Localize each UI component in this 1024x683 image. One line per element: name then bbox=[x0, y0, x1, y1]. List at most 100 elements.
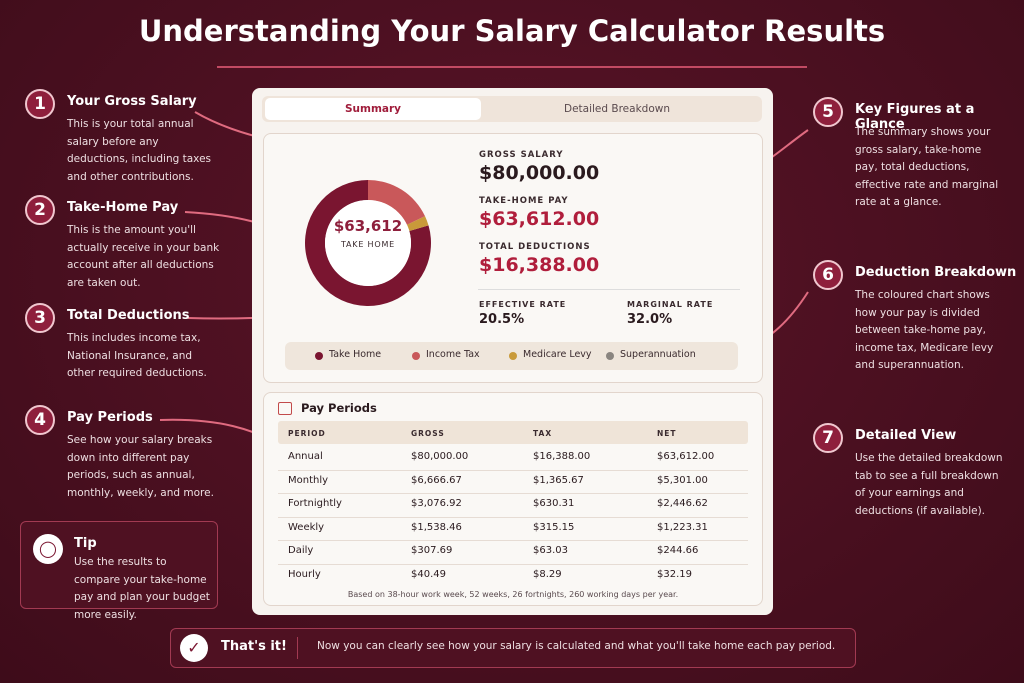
figure-label: TAKE-HOME PAY bbox=[479, 196, 569, 206]
table-cell: $244.66 bbox=[657, 545, 699, 556]
footer-text: Now you can clearly see how your salary … bbox=[317, 640, 836, 652]
step-number: 6 bbox=[813, 260, 843, 290]
figure-label: TOTAL DEDUCTIONS bbox=[479, 242, 591, 252]
table-cell: $32.19 bbox=[657, 568, 692, 580]
calculator-card: Summary Detailed Breakdown $63,612 TAKE … bbox=[252, 88, 773, 615]
table-cell: $2,446.62 bbox=[657, 498, 708, 509]
donut-slice bbox=[368, 180, 426, 225]
legend-swatch bbox=[509, 352, 517, 360]
rate-label: EFFECTIVE RATE bbox=[479, 300, 567, 309]
table-cell: $5,301.00 bbox=[657, 474, 708, 486]
calendar-icon bbox=[278, 402, 292, 415]
step-number: 1 bbox=[25, 89, 55, 119]
step-text: This includes income tax, National Insur… bbox=[67, 332, 207, 379]
divider bbox=[478, 289, 740, 290]
rate-label: MARGINAL RATE bbox=[627, 300, 714, 309]
tab[interactable]: Summary bbox=[265, 98, 481, 120]
step-number: 7 bbox=[813, 423, 843, 453]
footer-title: That's it! bbox=[221, 639, 287, 654]
table-cell: $315.15 bbox=[533, 521, 575, 533]
step-number: 4 bbox=[25, 405, 55, 435]
tip-icon: ◯ bbox=[33, 534, 63, 564]
tip-title: Tip bbox=[74, 536, 97, 551]
table-cell: $6,666.67 bbox=[411, 474, 462, 486]
donut-slice bbox=[406, 216, 429, 232]
legend-label: Take Home bbox=[329, 349, 382, 360]
column-header: GROSS bbox=[411, 429, 445, 438]
table-cell: $307.69 bbox=[411, 545, 453, 556]
tip-box: ◯ Tip Use the results to compare your ta… bbox=[20, 521, 218, 621]
table-cell: $8.29 bbox=[533, 568, 562, 580]
column-header: NET bbox=[657, 429, 677, 438]
step-number: 5 bbox=[813, 97, 843, 127]
row-divider bbox=[278, 469, 748, 471]
table-cell: $1,365.67 bbox=[533, 474, 584, 486]
step-number: 2 bbox=[25, 195, 55, 225]
table-cell: $1,538.46 bbox=[411, 521, 462, 533]
donut-slice bbox=[305, 180, 431, 306]
check-icon: ✓ bbox=[180, 634, 208, 662]
donut-hole bbox=[325, 200, 411, 286]
table-cell: Weekly bbox=[288, 521, 325, 533]
step-text: Use the detailed breakdown tab to see a … bbox=[855, 452, 1003, 517]
tip-text: Use the results to compare your take-hom… bbox=[74, 556, 210, 621]
footer-banner: ✓ That's it! Now you can clearly see how… bbox=[170, 628, 856, 668]
step-text: The coloured chart shows how your pay is… bbox=[855, 289, 994, 371]
legend-label: Superannuation bbox=[620, 349, 696, 360]
rate-value: 32.0% bbox=[627, 312, 673, 327]
table-cell: Annual bbox=[288, 451, 323, 462]
pay-periods-panel: Pay Periods PERIOD GROSS TAX NET Annual $80,0… bbox=[263, 392, 763, 606]
step-title: Total Deductions bbox=[67, 308, 190, 323]
table-cell: $1,223.31 bbox=[657, 521, 708, 533]
step-number: 3 bbox=[25, 303, 55, 333]
table-cell: $63.03 bbox=[533, 545, 568, 556]
figure-value: $80,000.00 bbox=[479, 162, 600, 184]
legend-label: Medicare Levy bbox=[523, 349, 592, 360]
step-text: This is the amount you'll actually recei… bbox=[67, 224, 220, 289]
step-text: This is your total annual salary before … bbox=[67, 118, 212, 183]
pay-periods-title: Pay Periods bbox=[301, 401, 377, 415]
legend-label: Income Tax bbox=[426, 349, 480, 360]
donut-chart: $63,612 TAKE HOME bbox=[305, 180, 431, 306]
table-cell: $3,076.92 bbox=[411, 498, 462, 509]
column-header: PERIOD bbox=[288, 429, 326, 438]
row-divider bbox=[278, 540, 748, 541]
legend-swatch bbox=[315, 352, 323, 360]
row-divider bbox=[278, 493, 748, 494]
donut-center-value: $63,612 bbox=[334, 217, 402, 235]
table-cell: $80,000.00 bbox=[411, 451, 469, 462]
table-cell: Hourly bbox=[288, 568, 321, 580]
table-cell: $40.49 bbox=[411, 568, 446, 580]
figure-value: $16,388.00 bbox=[479, 254, 600, 276]
table-cell: $63,612.00 bbox=[657, 451, 715, 462]
step-title: Deduction Breakdown bbox=[855, 265, 1017, 280]
tab-bar: Summary Detailed Breakdown bbox=[262, 96, 762, 122]
tab[interactable]: Detailed Breakdown bbox=[564, 103, 670, 115]
legend-swatch bbox=[606, 352, 614, 360]
table-note: Based on 38-hour work week, 52 weeks, 26… bbox=[347, 590, 679, 599]
page-title: Understanding Your Salary Calculator Res… bbox=[138, 14, 886, 48]
table-header bbox=[278, 421, 748, 444]
step-title: Your Gross Salary bbox=[67, 94, 197, 109]
row-divider bbox=[278, 516, 748, 518]
column-header: TAX bbox=[533, 429, 553, 438]
legend-swatch bbox=[412, 352, 420, 360]
row-divider bbox=[278, 563, 748, 565]
table-cell: Daily bbox=[288, 545, 314, 556]
step-title: Take-Home Pay bbox=[67, 200, 179, 215]
step-title: Key Figures at a Glance bbox=[855, 102, 975, 132]
divider bbox=[297, 637, 298, 659]
table-cell: $630.31 bbox=[533, 498, 575, 509]
table-cell: Fortnightly bbox=[288, 498, 342, 509]
legend: Take Home Income Tax Medicare Levy Superann… bbox=[285, 342, 738, 370]
figure-value: $63,612.00 bbox=[479, 208, 600, 230]
title-rule bbox=[217, 66, 807, 68]
donut-center-label: TAKE HOME bbox=[340, 240, 395, 249]
table-cell: Monthly bbox=[288, 474, 329, 486]
step-title: Pay Periods bbox=[67, 410, 153, 425]
rate-value: 20.5% bbox=[479, 312, 525, 327]
step-text: See how your salary breaks down into dif… bbox=[67, 434, 214, 499]
figure-label: GROSS SALARY bbox=[479, 150, 564, 160]
step-text: The summary shows your gross salary, tak… bbox=[855, 126, 999, 208]
